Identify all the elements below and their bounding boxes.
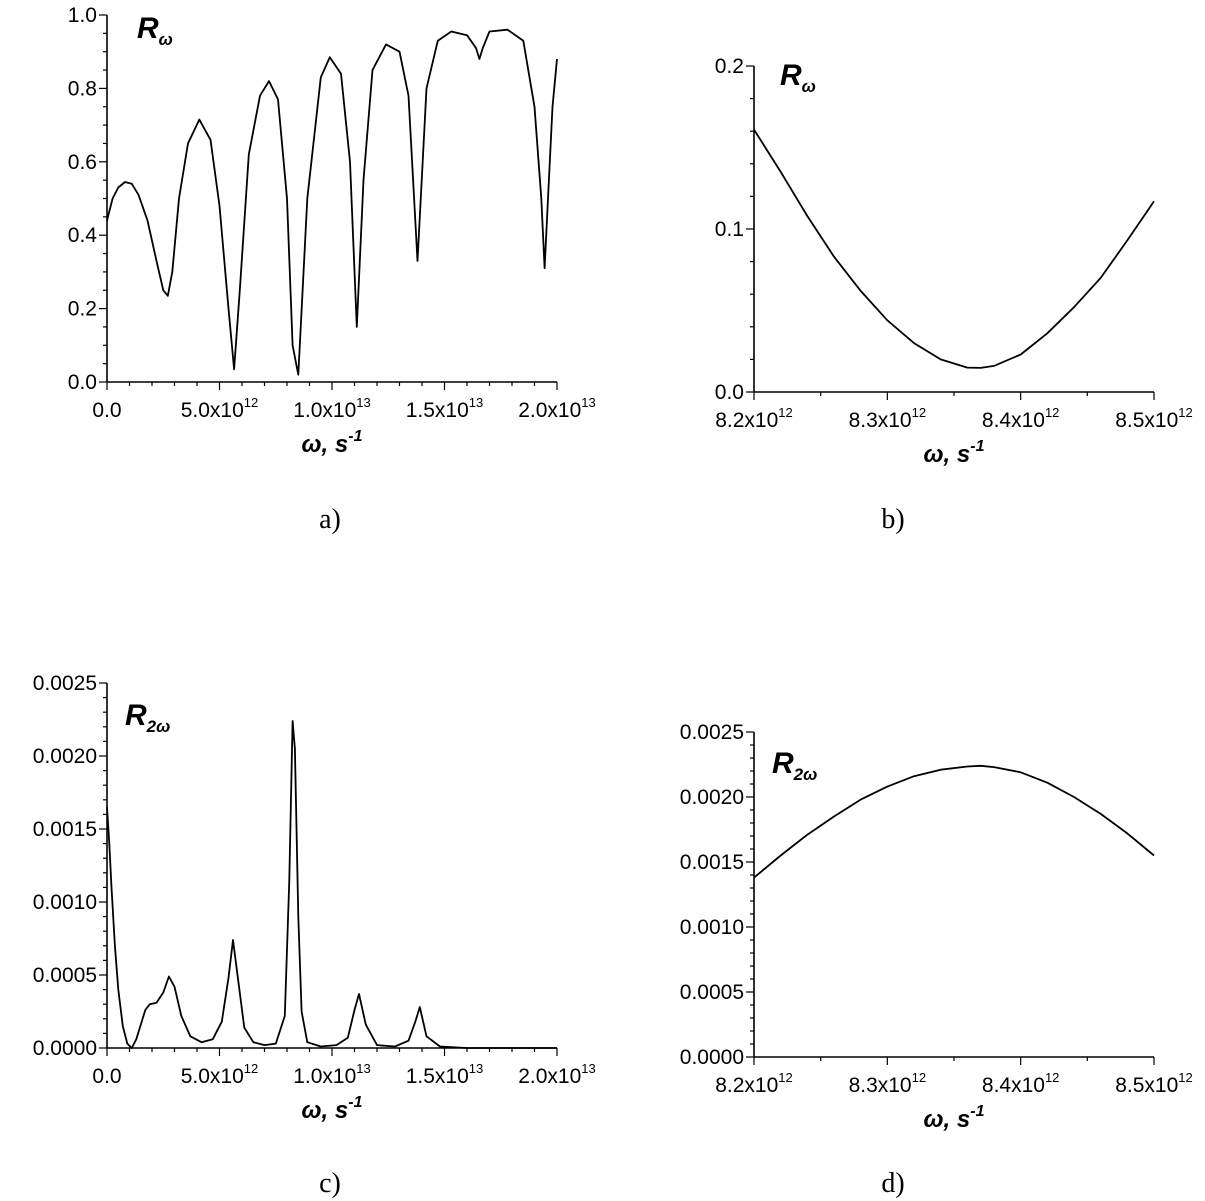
x-axis-title: ω, s-1 — [302, 428, 363, 458]
y-tick-label: 0.4 — [68, 224, 98, 247]
x-tick-label: 8.5x1012 — [1115, 405, 1193, 432]
x-tick-label: 5.0x1012 — [181, 395, 259, 422]
panel-label: d) — [881, 1168, 904, 1199]
series-line — [106, 28, 558, 376]
y-tick-label: 0.0015 — [33, 818, 97, 841]
curve-annotation: R2ω — [772, 747, 817, 784]
chart-panel-c: 0.0 5.0x1012 1.0x1013 1.5x1013 2.0x1013 0.000… — [33, 672, 596, 1199]
x-tick-label: 0.0 — [92, 399, 121, 422]
x-tick-label: 8.2x1012 — [715, 1070, 793, 1097]
chart-panel-d: 8.2x1012 8.3x1012 8.4x1012 8.5x1012 0.0000 0.… — [680, 721, 1193, 1199]
y-tick-label: 0.0000 — [680, 1046, 744, 1069]
series-line — [753, 764, 1155, 879]
x-tick-label: 8.2x1012 — [715, 405, 793, 432]
y-tick-label: 0.0 — [68, 371, 97, 394]
x-tick-label: 8.3x1012 — [849, 1070, 927, 1097]
x-axis-title: ω, s-1 — [302, 1094, 363, 1124]
y-tick-label: 0.0 — [715, 381, 744, 404]
y-tick-label: 0.0020 — [680, 786, 744, 809]
x-tick-label: 8.5x1012 — [1115, 1070, 1193, 1097]
y-tick-label: 0.2 — [68, 298, 97, 321]
chart-panel-b: 8.2x1012 8.3x1012 8.4x1012 8.5x1012 0.0 0.1 0.… — [715, 55, 1193, 535]
x-tick-label: 1.0x1013 — [293, 1061, 371, 1088]
curve-annotation: R2ω — [125, 699, 170, 736]
y-tick-label: 0.0005 — [680, 981, 744, 1004]
y-tick-label: 0.1 — [715, 218, 744, 241]
y-tick-label: 0.0025 — [33, 672, 97, 695]
x-tick-label: 8.3x1012 — [849, 405, 927, 432]
panel-label: c) — [319, 1168, 341, 1199]
y-tick-label: 0.0000 — [33, 1037, 97, 1060]
curve-annotation: Rω — [780, 59, 816, 96]
x-axis-title: ω, s-1 — [924, 438, 985, 468]
y-tick-label: 0.0010 — [680, 916, 744, 939]
y-tick-label: 0.0025 — [680, 721, 744, 744]
x-tick-label: 1.5x1013 — [406, 1061, 484, 1088]
series-line — [753, 129, 1155, 369]
y-tick-label: 0.0020 — [33, 745, 97, 768]
panel-label: a) — [319, 504, 341, 535]
y-tick-label: 0.0005 — [33, 964, 97, 987]
y-tick-label: 0.0010 — [33, 891, 97, 914]
panel-label: b) — [881, 504, 904, 535]
x-tick-label: 5.0x1012 — [181, 1061, 259, 1088]
series-line — [106, 720, 557, 1049]
x-tick-label: 1.5x1013 — [406, 395, 484, 422]
chart-panel-a: 0.0 5.0x1012 1.0x1013 1.5x1013 2.0x1013 0.0 0.… — [68, 4, 596, 535]
y-tick-label: 1.0 — [68, 4, 97, 27]
curve-annotation: Rω — [137, 12, 173, 49]
x-tick-label: 8.4x1012 — [982, 405, 1060, 432]
x-tick-label: 1.0x1013 — [293, 395, 371, 422]
y-tick-label: 0.6 — [68, 151, 97, 174]
x-axis-title: ω, s-1 — [924, 1103, 985, 1133]
x-tick-label: 2.0x1013 — [518, 395, 596, 422]
y-tick-label: 0.8 — [68, 77, 97, 100]
x-tick-label: 2.0x1013 — [518, 1061, 596, 1088]
y-tick-label: 0.2 — [715, 55, 744, 78]
x-tick-label: 0.0 — [92, 1065, 121, 1088]
x-tick-label: 8.4x1012 — [982, 1070, 1060, 1097]
y-tick-label: 0.0015 — [680, 851, 744, 874]
